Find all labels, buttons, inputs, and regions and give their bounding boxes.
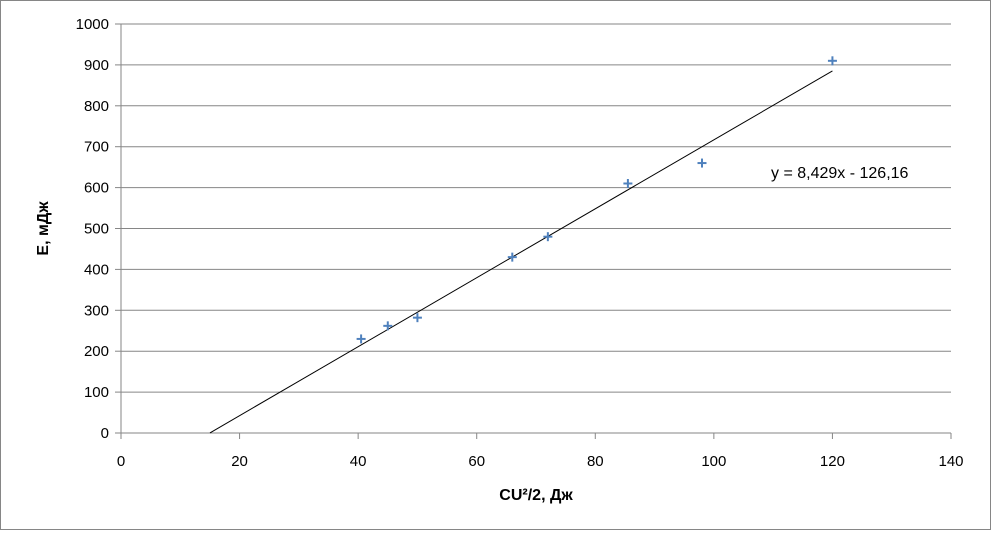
tick-labels: 0 100 200 300 400 500 600 700 800 900 1000 0 20 40 60 8…	[76, 16, 964, 470]
x-tick-label: 0	[117, 453, 125, 470]
axes	[115, 23, 952, 439]
y-tick-label: 300	[84, 302, 109, 319]
x-tick-label: 80	[587, 453, 604, 470]
data-point	[507, 252, 517, 262]
data-points	[356, 56, 837, 344]
data-point	[623, 179, 633, 189]
y-tick-label: 500	[84, 221, 109, 238]
data-point	[543, 232, 553, 242]
x-axis-title: CU²/2, Дж	[499, 487, 573, 504]
y-axis-title: E, мДж	[35, 201, 52, 256]
data-point	[827, 56, 837, 66]
x-tick-label: 120	[820, 453, 845, 470]
y-tick-label: 1000	[76, 16, 109, 33]
y-tick-label: 200	[84, 343, 109, 360]
x-tick-label: 100	[701, 453, 726, 470]
y-tick-label: 100	[84, 384, 109, 401]
y-tick-label: 900	[84, 57, 109, 74]
data-point	[697, 158, 707, 168]
y-tick-label: 600	[84, 180, 109, 197]
x-tick-label: 40	[350, 453, 367, 470]
trendline-equation: y = 8,429x - 126,16	[771, 165, 909, 182]
x-tick-label: 60	[468, 453, 485, 470]
data-point	[383, 321, 393, 331]
y-tick-label: 700	[84, 139, 109, 156]
y-tick-label: 400	[84, 261, 109, 278]
gridlines	[121, 23, 951, 393]
trendline-group	[209, 70, 833, 434]
trendline	[209, 70, 833, 434]
y-tick-label: 0	[101, 425, 109, 442]
y-tick-label: 800	[84, 98, 109, 115]
data-point	[412, 313, 422, 323]
x-tick-label: 140	[938, 453, 963, 470]
data-point	[356, 334, 366, 344]
x-tick-label: 20	[231, 453, 248, 470]
